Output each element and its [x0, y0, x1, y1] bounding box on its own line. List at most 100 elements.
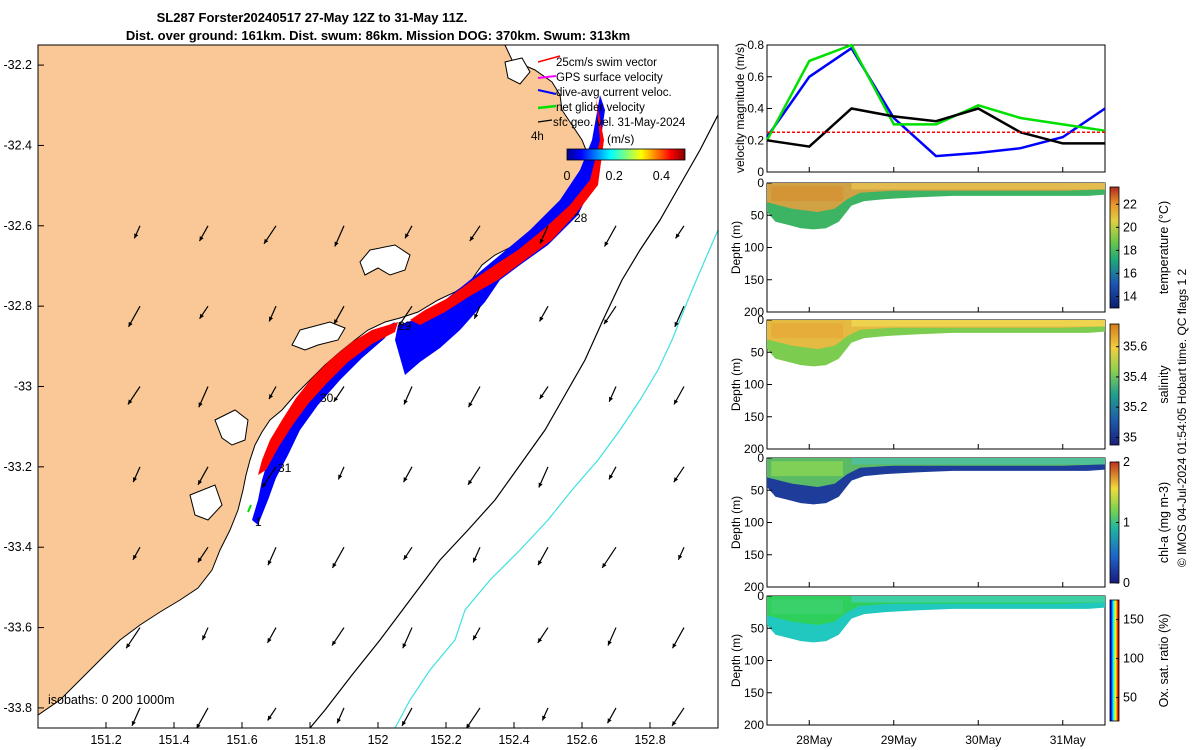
section-colorbar-label: temperature (°C) [1157, 201, 1171, 294]
isobath-200m [309, 114, 718, 728]
velocity-arrow-head [267, 637, 272, 643]
velocity-y-tick-label: 0 [757, 165, 764, 179]
map-x-tick-label: 152.6 [566, 733, 597, 747]
section-colorbar-tick-label: 50 [1123, 691, 1137, 705]
section-colorbar-tick-label: 35 [1123, 430, 1137, 444]
section-east-surface-fill [851, 320, 1105, 327]
surface-velocity-arrows [125, 225, 685, 728]
section-colorbar-tick-label: 22 [1123, 197, 1137, 211]
legend-geo-label: sfc geo. vel. 31-May-2024 [553, 117, 686, 129]
velocity-arrow-head [332, 562, 337, 568]
day-label-28: 28 [574, 211, 588, 225]
velocity-arrow-head [133, 477, 138, 483]
isobath-1000m [394, 229, 718, 728]
map-x-tick-label: 152.8 [634, 733, 665, 747]
section-ylabel: Depth (m) [729, 221, 743, 274]
velocity-arrow-head [126, 643, 131, 649]
section-y-tick-label: 150 [744, 548, 764, 562]
velocity-arrow-head [539, 316, 544, 322]
section-colorbar [1109, 599, 1120, 722]
time-tick-label: 29May [881, 733, 917, 747]
velocity-arrow-head [269, 394, 274, 400]
map-y-tick-label: -33.6 [4, 621, 33, 635]
section-colorbar-tick-label: 100 [1123, 652, 1144, 666]
section-west-core-fill [771, 599, 844, 615]
velocity-arrow-head [334, 241, 339, 247]
section-colorbar-tick-label: 14 [1123, 289, 1137, 303]
speed-colorbar-tick-label: 0.2 [606, 169, 623, 183]
section-ylabel: Depth (m) [729, 634, 743, 687]
velocity-arrow-head [264, 238, 269, 244]
map-y-tick-label: -32.2 [4, 58, 33, 72]
section-y-tick-label: 50 [751, 483, 765, 497]
map-x-axis: 151.2 151.4 151.6 151.8 152 152.2 152.4 152.6 15… [90, 722, 666, 747]
map-y-tick-label: -33.2 [4, 460, 33, 474]
velocity-arrow-head [134, 233, 139, 239]
velocity-series-line [766, 107, 1105, 148]
velocity-arrow-head [267, 560, 272, 566]
velocity-arrow-head [474, 313, 479, 319]
legend-swim-label: 25cm/s swim vector [556, 57, 657, 69]
velocity-arrow-head [538, 482, 543, 488]
map-y-tick-label: -32.4 [4, 138, 33, 152]
velocity-arrow-head [674, 399, 679, 405]
legend-swim-marker [537, 55, 561, 63]
velocity-arrow-head [466, 723, 471, 728]
section-east-surface-fill [851, 458, 1105, 465]
map-x-tick-label: 152.2 [430, 733, 461, 747]
time-tick-label: 28May [796, 733, 832, 747]
legend-net-label: net glider velocity [556, 102, 645, 114]
section-colorbar-tick-label: 35.2 [1123, 400, 1147, 414]
velocity-y-tick-label: 0.4 [747, 102, 764, 116]
section-colorbar-label: Ox. sat. ratio (%) [1157, 614, 1171, 708]
legend-net-marker [537, 104, 557, 110]
velocity-arrow-head [538, 560, 543, 566]
title-line-2: Dist. over ground: 161km. Dist. swum: 86… [126, 28, 630, 43]
section-y-tick-label: 0 [757, 589, 764, 603]
velocity-y-tick-label: 0.8 [747, 38, 764, 52]
velocity-arrow-head [267, 715, 272, 721]
map-y-tick-label: -32.8 [4, 299, 33, 313]
credit-line: © IMOS 04-Jul-2024 01:54:05 Hobart time.… [1175, 269, 1189, 568]
section-y-tick-label: 200 [744, 718, 764, 732]
map-legend: 25cm/s swim vector GPS surface velocity … [531, 55, 686, 183]
section-y-tick-label: 150 [744, 686, 764, 700]
lake-macquarie [214, 409, 249, 446]
section-east-surface-fill [851, 596, 1105, 603]
section-y-tick-label: 150 [744, 273, 764, 287]
section-east-surface-fill [851, 183, 1105, 190]
map-y-axis: -32.2 -32.4 -32.6 -32.8 -33 -33.2 -33.4 -33.6 -3… [4, 58, 44, 715]
velocity-arrow-head [338, 474, 343, 480]
velocity-arrow-head [468, 479, 473, 485]
section-y-tick-label: 200 [744, 442, 764, 456]
section-surface-fill [767, 458, 1105, 487]
chl-a-section: 0 50 100 150 200 Depth (m) 0 1 2 chl-a (mg m-3) [729, 451, 1171, 594]
velocity-y-tick-label: 0.6 [747, 70, 764, 84]
map-x-tick-label: 152 [368, 733, 389, 747]
legend-gps-marker [537, 75, 557, 79]
velocity-arrow-head [473, 635, 478, 641]
legend-geo-marker [537, 119, 553, 123]
velocity-arrow-head [468, 402, 473, 408]
velocity-arrow-head [537, 637, 543, 643]
section-y-tick-label: 150 [744, 410, 764, 424]
velocity-series-line [765, 43, 1106, 141]
legend-gps-label: GPS surface velocity [556, 72, 663, 84]
velocity-arrow-head [131, 720, 136, 726]
section-surface-fill [767, 183, 1105, 212]
speed-colorbar-ticks: 0 0.2 0.4 [564, 169, 671, 183]
velocity-arrow-head [403, 554, 408, 560]
section-y-tick-label: 0 [757, 313, 764, 327]
section-colorbar-tick-label: 1 [1123, 516, 1130, 530]
velocity-arrow-head [269, 316, 274, 322]
velocity-arrow-head [332, 640, 337, 646]
velocity-arrow-head [199, 236, 204, 242]
map-y-tick-label: -32.6 [4, 219, 33, 233]
speed-colorbar-tick-label: 0.4 [653, 169, 670, 183]
velocity-arrow-head [128, 399, 133, 405]
velocity-ylabel: velocity magnitude (m/s) [733, 43, 747, 173]
velocity-arrow-head [402, 643, 407, 649]
section-y-tick-label: 50 [751, 345, 765, 359]
velocity-arrow-head [602, 562, 607, 568]
